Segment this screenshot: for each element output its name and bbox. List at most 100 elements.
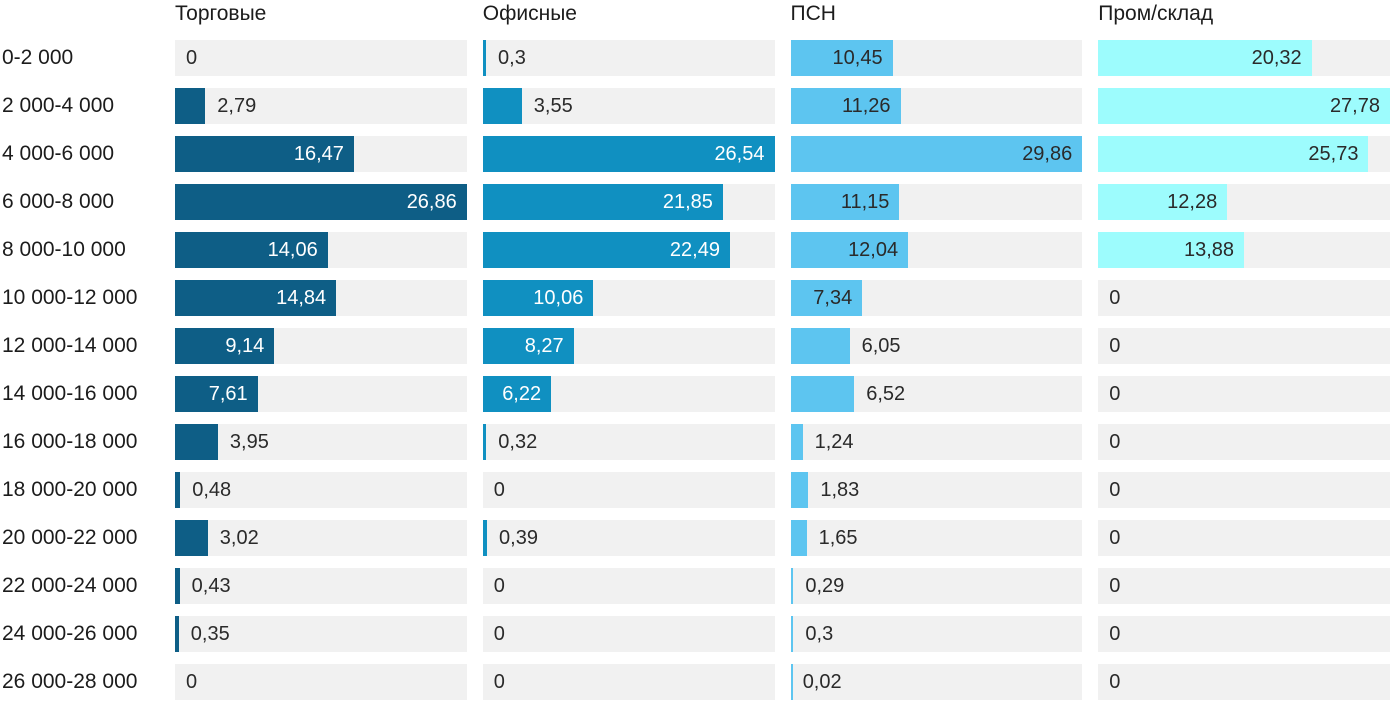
bar-track: 6,52 — [790, 376, 1083, 412]
bar — [482, 424, 487, 460]
chart-row: 18 000-20 000 0,48 0 1,83 0 — [2, 472, 1390, 508]
bar-track: 6,05 — [790, 328, 1083, 364]
column-header-ofisnye: Офисные — [482, 2, 577, 25]
bar-value-label: 1,65 — [818, 527, 858, 549]
bar: 14,06 — [175, 232, 328, 268]
bar — [790, 328, 850, 364]
bar — [175, 568, 180, 604]
row-label: 6 000-8 000 — [2, 190, 115, 213]
bar-value-label: 0 — [1109, 527, 1121, 549]
bar-value-label: 0,3 — [805, 623, 834, 645]
bar — [482, 520, 488, 556]
bar — [482, 40, 487, 76]
chart-row: 20 000-22 000 3,02 0,39 1,65 0 — [2, 520, 1390, 556]
bar-track: 2,79 — [175, 88, 467, 124]
bar-value-label: 0 — [493, 479, 505, 501]
bar: 10,45 — [790, 40, 893, 76]
bar: 14,84 — [175, 280, 337, 316]
row-label: 26 000-28 000 — [2, 670, 138, 693]
bar-value-label: 3,95 — [229, 431, 269, 453]
bar-value-label: 0 — [186, 47, 198, 69]
bar-value-label: 27,78 — [1329, 95, 1380, 117]
bar: 22,49 — [482, 232, 730, 268]
bar-value-label: 0 — [1109, 431, 1121, 453]
bar-track: 0,39 — [482, 520, 775, 556]
bar-track: 22,49 — [482, 232, 775, 268]
chart-row: 2 000-4 000 2,79 3,55 11,26 27,78 — [2, 88, 1390, 124]
bar-track: 0,3 — [790, 616, 1083, 652]
bar-track: 3,02 — [175, 520, 467, 556]
bar-value-label: 14,84 — [276, 287, 327, 309]
bar-value-label: 16,47 — [293, 143, 344, 165]
row-label: 0-2 000 — [2, 46, 74, 69]
row-label: 20 000-22 000 — [2, 526, 138, 549]
bar-track: 0 — [482, 616, 775, 652]
bar-track: 0,48 — [175, 472, 467, 508]
bar-value-label: 9,14 — [225, 335, 265, 357]
bar-value-label: 11,26 — [841, 95, 891, 117]
bar-track: 29,86 — [790, 136, 1083, 172]
bar — [790, 472, 809, 508]
bar-track: 12,04 — [790, 232, 1083, 268]
bar: 27,78 — [1098, 88, 1390, 124]
bar-track: 3,55 — [482, 88, 775, 124]
bar-track: 0 — [1098, 616, 1390, 652]
bar-value-label: 0,02 — [802, 671, 842, 693]
bar — [790, 424, 803, 460]
bar-value-label: 0 — [186, 671, 198, 693]
bar-track: 7,61 — [175, 376, 467, 412]
bar-track: 1,83 — [790, 472, 1083, 508]
bar — [790, 616, 794, 652]
bar-track: 0 — [482, 664, 775, 700]
bar-track: 10,06 — [482, 280, 775, 316]
bar-track: 12,28 — [1098, 184, 1390, 220]
bar: 20,32 — [1098, 40, 1312, 76]
bar-value-label: 7,61 — [208, 383, 248, 405]
bar — [790, 376, 855, 412]
chart-row: 14 000-16 000 7,61 6,22 6,52 0 — [2, 376, 1390, 412]
chart-row: 26 000-28 000 0 0 0,02 0 — [2, 664, 1390, 700]
bar: 7,34 — [790, 280, 863, 316]
chart-row: 6 000-8 000 26,86 21,85 11,15 12,28 — [2, 184, 1390, 220]
bar: 13,88 — [1098, 232, 1245, 268]
bar-track: 0,02 — [790, 664, 1083, 700]
bar-track: 6,22 — [482, 376, 775, 412]
column-header-prom-sklad: Пром/склад — [1098, 2, 1214, 25]
bar-value-label: 11,15 — [840, 191, 890, 213]
bar-track: 0,29 — [790, 568, 1083, 604]
row-label: 18 000-20 000 — [2, 478, 138, 501]
bar-value-label: 3,02 — [219, 527, 259, 549]
bar-track: 0 — [1098, 520, 1390, 556]
bar: 26,86 — [175, 184, 467, 220]
chart-row: 0-2 000 0 0,3 10,45 20,32 — [2, 40, 1390, 76]
bar-value-label: 0 — [493, 671, 505, 693]
bar-value-label: 0,35 — [190, 623, 230, 645]
bar: 8,27 — [482, 328, 574, 364]
bar-track: 0 — [1098, 328, 1390, 364]
row-label: 12 000-14 000 — [2, 334, 138, 357]
bar-value-label: 25,73 — [1308, 143, 1359, 165]
bar-value-label: 0 — [1109, 479, 1121, 501]
bar-track: 1,24 — [790, 424, 1083, 460]
bar: 7,61 — [175, 376, 258, 412]
chart-row: 4 000-6 000 16,47 26,54 29,86 25,73 — [2, 136, 1390, 172]
bar-track: 1,65 — [790, 520, 1083, 556]
row-label: 16 000-18 000 — [2, 430, 138, 453]
bar — [175, 616, 179, 652]
bar-value-label: 2,79 — [217, 95, 257, 117]
bar-track: 0 — [482, 568, 775, 604]
bar — [175, 424, 218, 460]
bar — [175, 472, 181, 508]
bar-track: 20,32 — [1098, 40, 1390, 76]
bar-track: 0,3 — [482, 40, 775, 76]
bar-track: 0 — [1098, 280, 1390, 316]
bar-value-label: 6,05 — [861, 335, 901, 357]
bar-value-label: 10,06 — [533, 287, 584, 309]
chart-row: 10 000-12 000 14,84 10,06 7,34 0 — [2, 280, 1390, 316]
bar-value-label: 10,45 — [832, 47, 883, 69]
bar-value-label: 0 — [1109, 575, 1121, 597]
bar-value-label: 20,32 — [1251, 47, 1302, 69]
row-label: 14 000-16 000 — [2, 382, 138, 405]
bar-value-label: 1,83 — [820, 479, 860, 501]
bar-value-label: 8,27 — [524, 335, 564, 357]
